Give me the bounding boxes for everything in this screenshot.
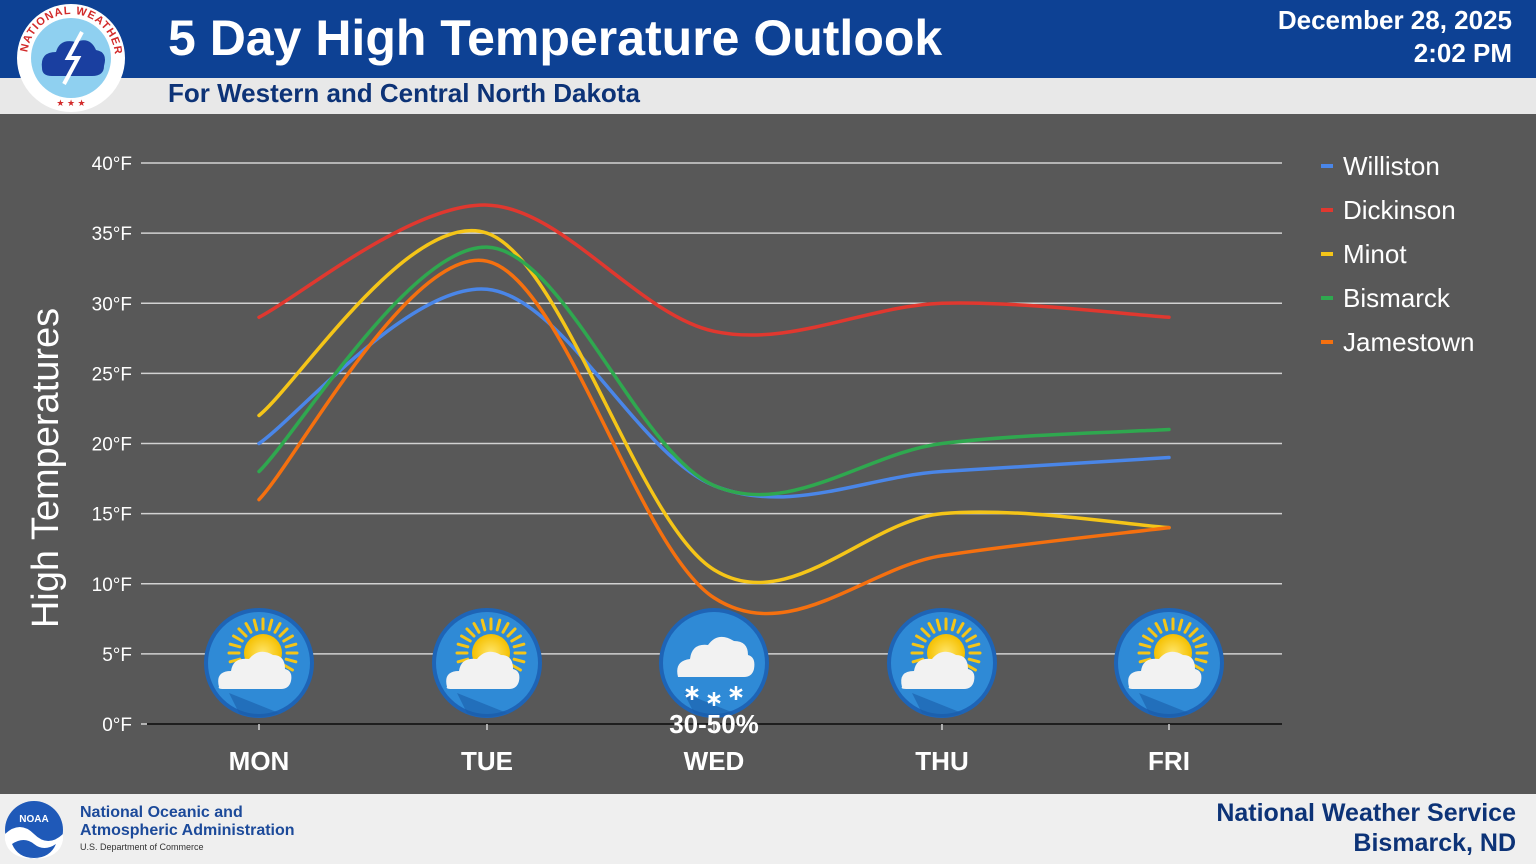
page-title: 5 Day High Temperature Outlook [168,10,943,66]
y-tick-label: 0°F [102,715,132,736]
noaa-name-line1: National Oceanic and [80,804,243,821]
office-line1: National Weather Service [1216,799,1516,827]
legend-label: Williston [1343,151,1440,181]
y-tick-label: 15°F [92,505,132,526]
issued-datetime: December 28, 2025 2:02 PM [1278,4,1512,70]
partly-sunny-icon [887,608,997,718]
series-line-dickinson [257,203,1171,337]
y-tick-label: 20°F [92,435,132,456]
y-axis-label: High Temperatures [25,308,67,628]
header-bar [0,0,1536,78]
legend-item-williston: Williston [1321,151,1440,181]
partly-sunny-icon [1114,608,1224,718]
noaa-department: U.S. Department of Commerce [80,842,204,852]
legend-label: Minot [1343,239,1407,269]
partly-sunny-icon [432,608,542,718]
y-tick-label: 25°F [92,364,132,385]
legend-item-jamestown: Jamestown [1321,327,1475,357]
x-tick-label: MON [229,746,290,776]
office-name: National Weather Service Bismarck, ND [1216,798,1516,858]
legend-item-dickinson: Dickinson [1321,195,1456,225]
noaa-name-line2: Atmospheric Administration [80,822,295,839]
footer-bar: NOAA National Oceanic and Atmospheric Ad… [0,794,1536,864]
subtitle-bar [0,78,1536,114]
x-tick-label: WED [684,746,745,776]
svg-text:★ ★ ★: ★ ★ ★ [56,98,85,108]
y-tick-label: 10°F [92,575,132,596]
noaa-logo-text: NOAA [19,814,48,825]
issued-time: 2:02 PM [1413,38,1512,68]
series-line-williston [257,287,1171,499]
office-line2: Bismarck, ND [1353,829,1516,857]
noaa-name: National Oceanic and Atmospheric Adminis… [80,804,295,840]
legend-item-minot: Minot [1321,239,1407,269]
partly-sunny-icon [204,608,314,718]
legend-item-bismarck: Bismarck [1321,283,1451,313]
y-tick-label: 35°F [92,224,132,245]
precip-chance-label: 30-50% [669,709,759,739]
nws-logo-icon: NATIONAL WEATHER SERVICE ★ ★ ★ [12,2,125,112]
series-line-jamestown [257,258,1171,616]
x-tick-label: TUE [461,746,513,776]
legend-label: Bismarck [1343,283,1451,313]
noaa-logo-icon: NOAA [5,801,63,859]
y-tick-label: 5°F [102,645,132,666]
issued-date: December 28, 2025 [1277,5,1512,35]
series-line-bismarck [257,245,1171,497]
y-tick-label: 30°F [92,294,132,315]
snow-icon [659,608,769,718]
x-tick-label: FRI [1148,746,1190,776]
legend-label: Jamestown [1343,327,1475,357]
x-tick-label: THU [915,746,968,776]
legend-label: Dickinson [1343,195,1456,225]
series-line-minot [257,228,1171,585]
page-subtitle: For Western and Central North Dakota [168,78,640,108]
y-tick-label: 40°F [92,154,132,175]
temperature-chart: 0°F 5°F 10°F 15°F 20°F 25°F 30°F 35°F 40°F MON TU… [25,151,1475,776]
